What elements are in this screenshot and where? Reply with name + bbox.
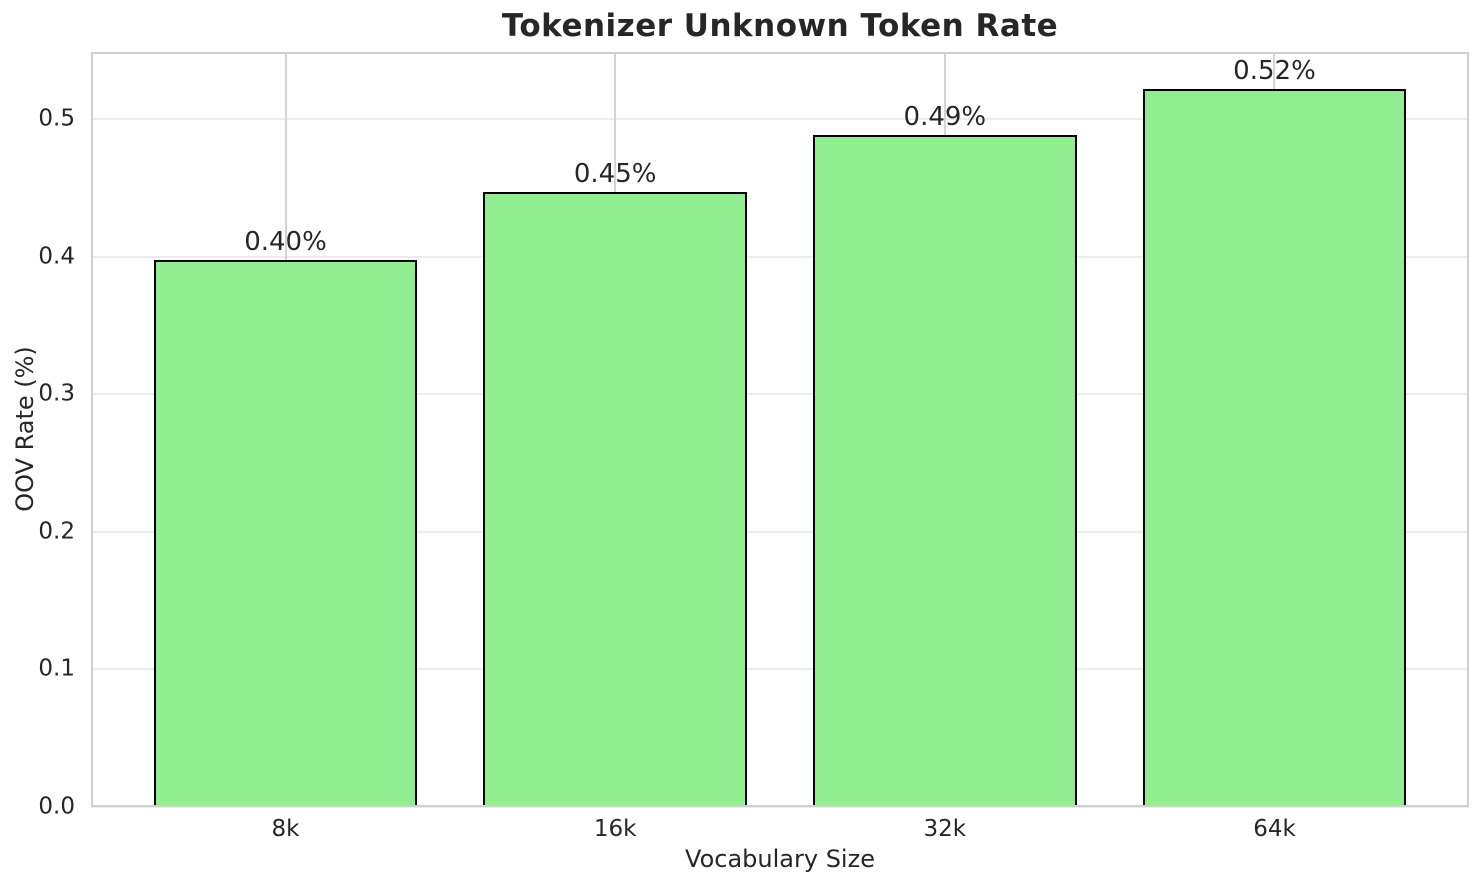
x-tick-label: 64k — [1253, 816, 1296, 842]
grid-line-horizontal — [91, 255, 1469, 258]
y-tick-label: 0.4 — [38, 243, 75, 270]
x-axis-label: Vocabulary Size — [685, 845, 875, 873]
bar-value-label: 0.52% — [1233, 56, 1316, 87]
bar-value-label: 0.40% — [244, 226, 327, 257]
bar-32k — [812, 134, 1077, 807]
bar-value-label: 0.49% — [903, 101, 987, 132]
grid-line-horizontal — [91, 530, 1469, 533]
bar-16k — [483, 192, 748, 807]
plot-area: 0.40% 0.45% 0.49% 0.52% — [91, 52, 1469, 808]
x-tick-label: 32k — [923, 816, 967, 842]
grid-line-horizontal — [91, 393, 1469, 396]
y-tick-label: 0.1 — [38, 655, 75, 682]
chart-title: Tokenizer Unknown Token Rate — [501, 8, 1059, 44]
x-tick-label: 16k — [593, 816, 637, 842]
bar-64k — [1142, 89, 1407, 807]
bar-8k — [153, 259, 418, 807]
grid-line-horizontal — [91, 668, 1469, 671]
y-tick-label: 0.3 — [38, 380, 75, 407]
y-tick-label: 0.2 — [38, 518, 75, 545]
bar-value-label: 0.45% — [573, 159, 657, 190]
y-tick-label: 0.5 — [38, 105, 75, 132]
grid-line-horizontal — [91, 806, 1469, 808]
grid-line-horizontal — [91, 118, 1469, 121]
y-tick-label: 0.0 — [38, 793, 75, 820]
x-tick-label: 8k — [271, 816, 300, 842]
y-axis-label: OOV Rate (%) — [11, 346, 39, 512]
